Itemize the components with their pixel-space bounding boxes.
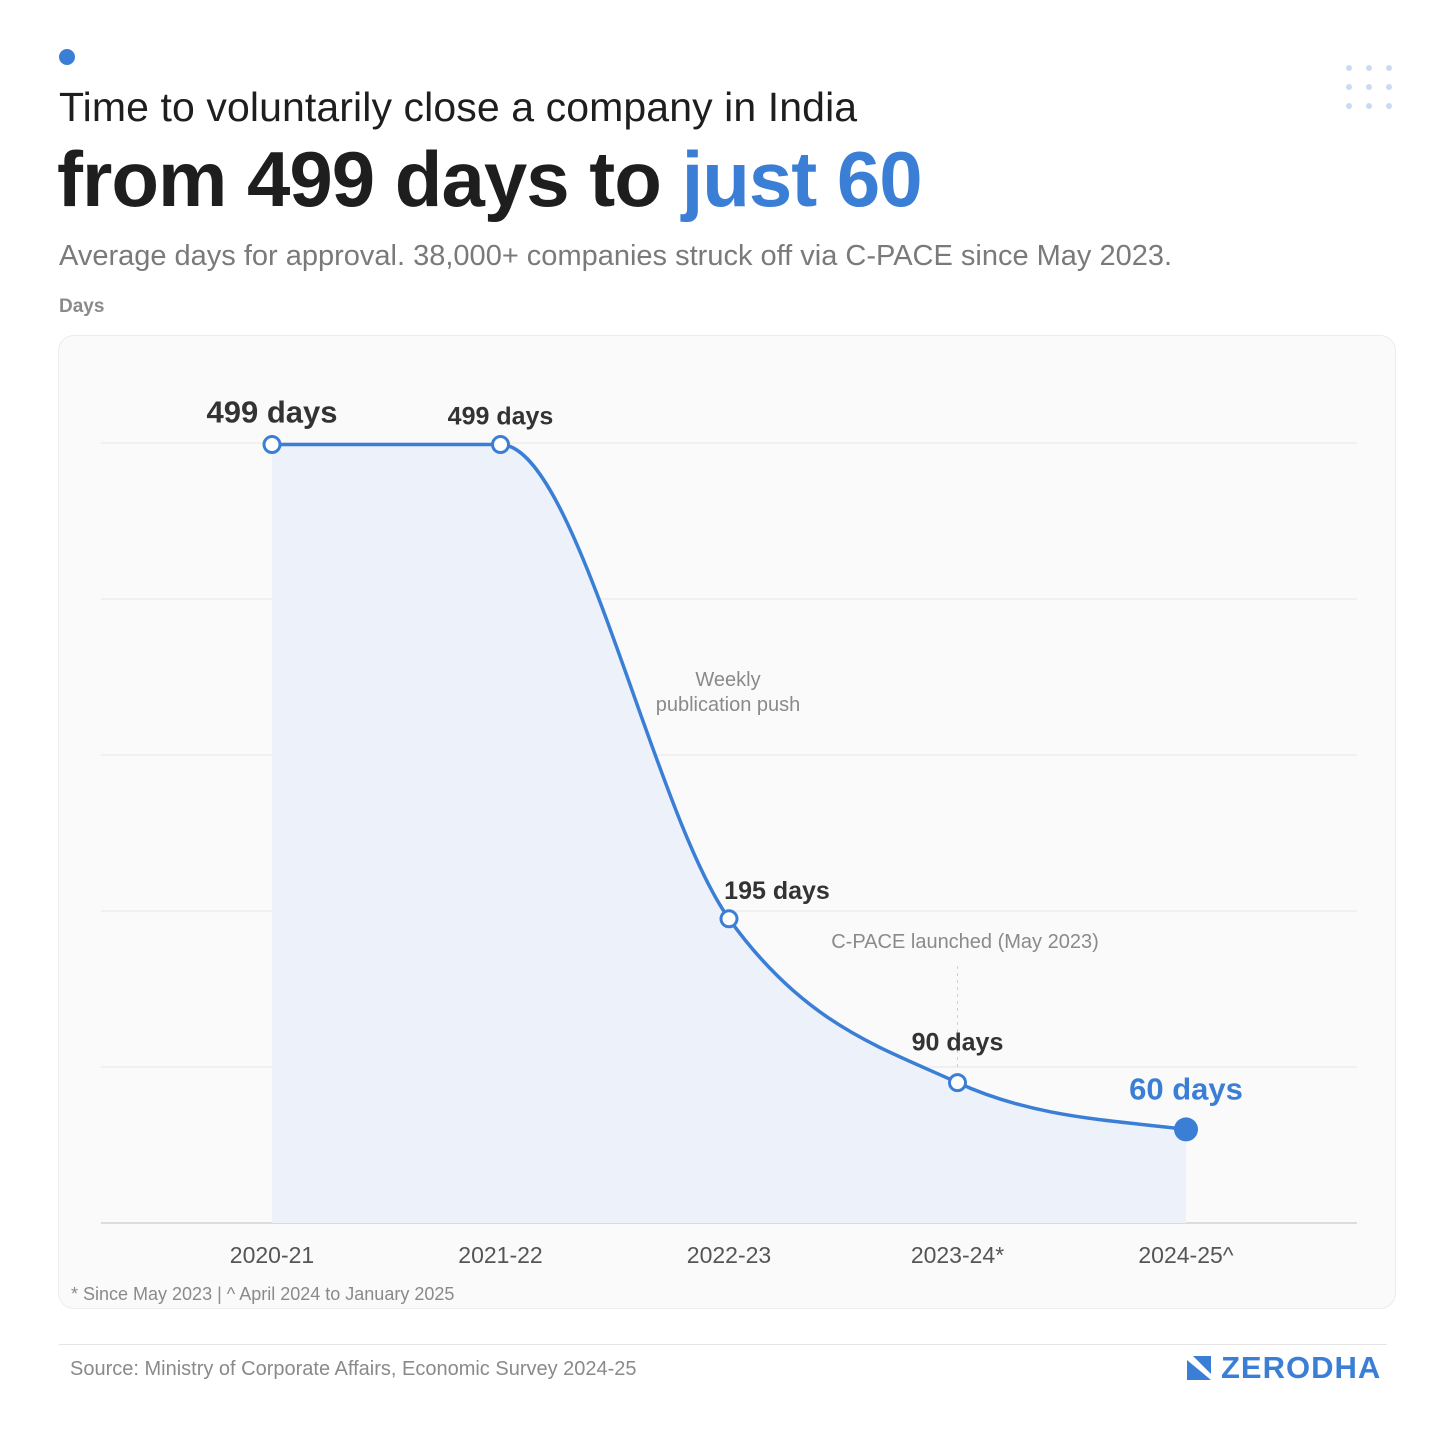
x-tick-label: 2023-24* — [911, 1242, 1004, 1268]
chart-subtitle: Average days for approval. 38,000+ compa… — [59, 240, 1173, 272]
accent-dot — [59, 49, 75, 65]
data-point-202021 — [262, 435, 282, 455]
chart-title: Time to voluntarily close a company in I… — [59, 84, 858, 130]
x-tick-label: 2020-21 — [230, 1242, 314, 1268]
footer-divider — [59, 1344, 1387, 1345]
data-point-202425 — [1174, 1117, 1198, 1142]
headline-highlight: just 60 — [681, 135, 923, 223]
data-point-202324 — [948, 1073, 967, 1093]
data-label: 499 days — [207, 395, 338, 430]
data-point-202223 — [719, 909, 739, 929]
line-chart: 499 days 499 days 195 days 90 days 60 days 20… — [101, 395, 1357, 1268]
headline-main: from 499 days to — [57, 135, 682, 223]
series-line — [270, 442, 1188, 1132]
x-tick-label: 2022-23 — [687, 1242, 771, 1268]
area-fill — [272, 444, 1186, 1223]
chart-footnote: * Since May 2023 | ^ April 2024 to Janua… — [71, 1284, 455, 1304]
x-tick-label: 2024-25^ — [1138, 1242, 1233, 1268]
chart-panel: 499 days 499 days 195 days 90 days 60 days 20… — [58, 335, 1396, 1309]
x-tick-label: 2021-22 — [458, 1242, 542, 1268]
data-label: 60 days — [1129, 1071, 1243, 1106]
data-label: 90 days — [912, 1029, 1004, 1057]
data-point-202122 — [491, 435, 510, 455]
zerodha-logo-icon — [1187, 1356, 1211, 1380]
y-axis-unit-label: Days — [59, 296, 105, 317]
chart-headline: from 499 days to just 60 — [57, 134, 923, 225]
data-label: 499 days — [448, 403, 554, 431]
annotation-cpace-launch: C-PACE launched (May 2023) — [831, 931, 1099, 953]
annotation-weekly-publication: Weekly — [695, 669, 760, 691]
decorative-dot-grid-icon — [1346, 65, 1392, 109]
data-label: 195 days — [724, 877, 830, 905]
brand-logo: ZERODHA — [1187, 1350, 1381, 1386]
annotation-weekly-publication: publication push — [656, 694, 801, 716]
brand-name: ZERODHA — [1221, 1350, 1382, 1385]
source-note: Source: Ministry of Corporate Affairs, E… — [70, 1358, 637, 1380]
